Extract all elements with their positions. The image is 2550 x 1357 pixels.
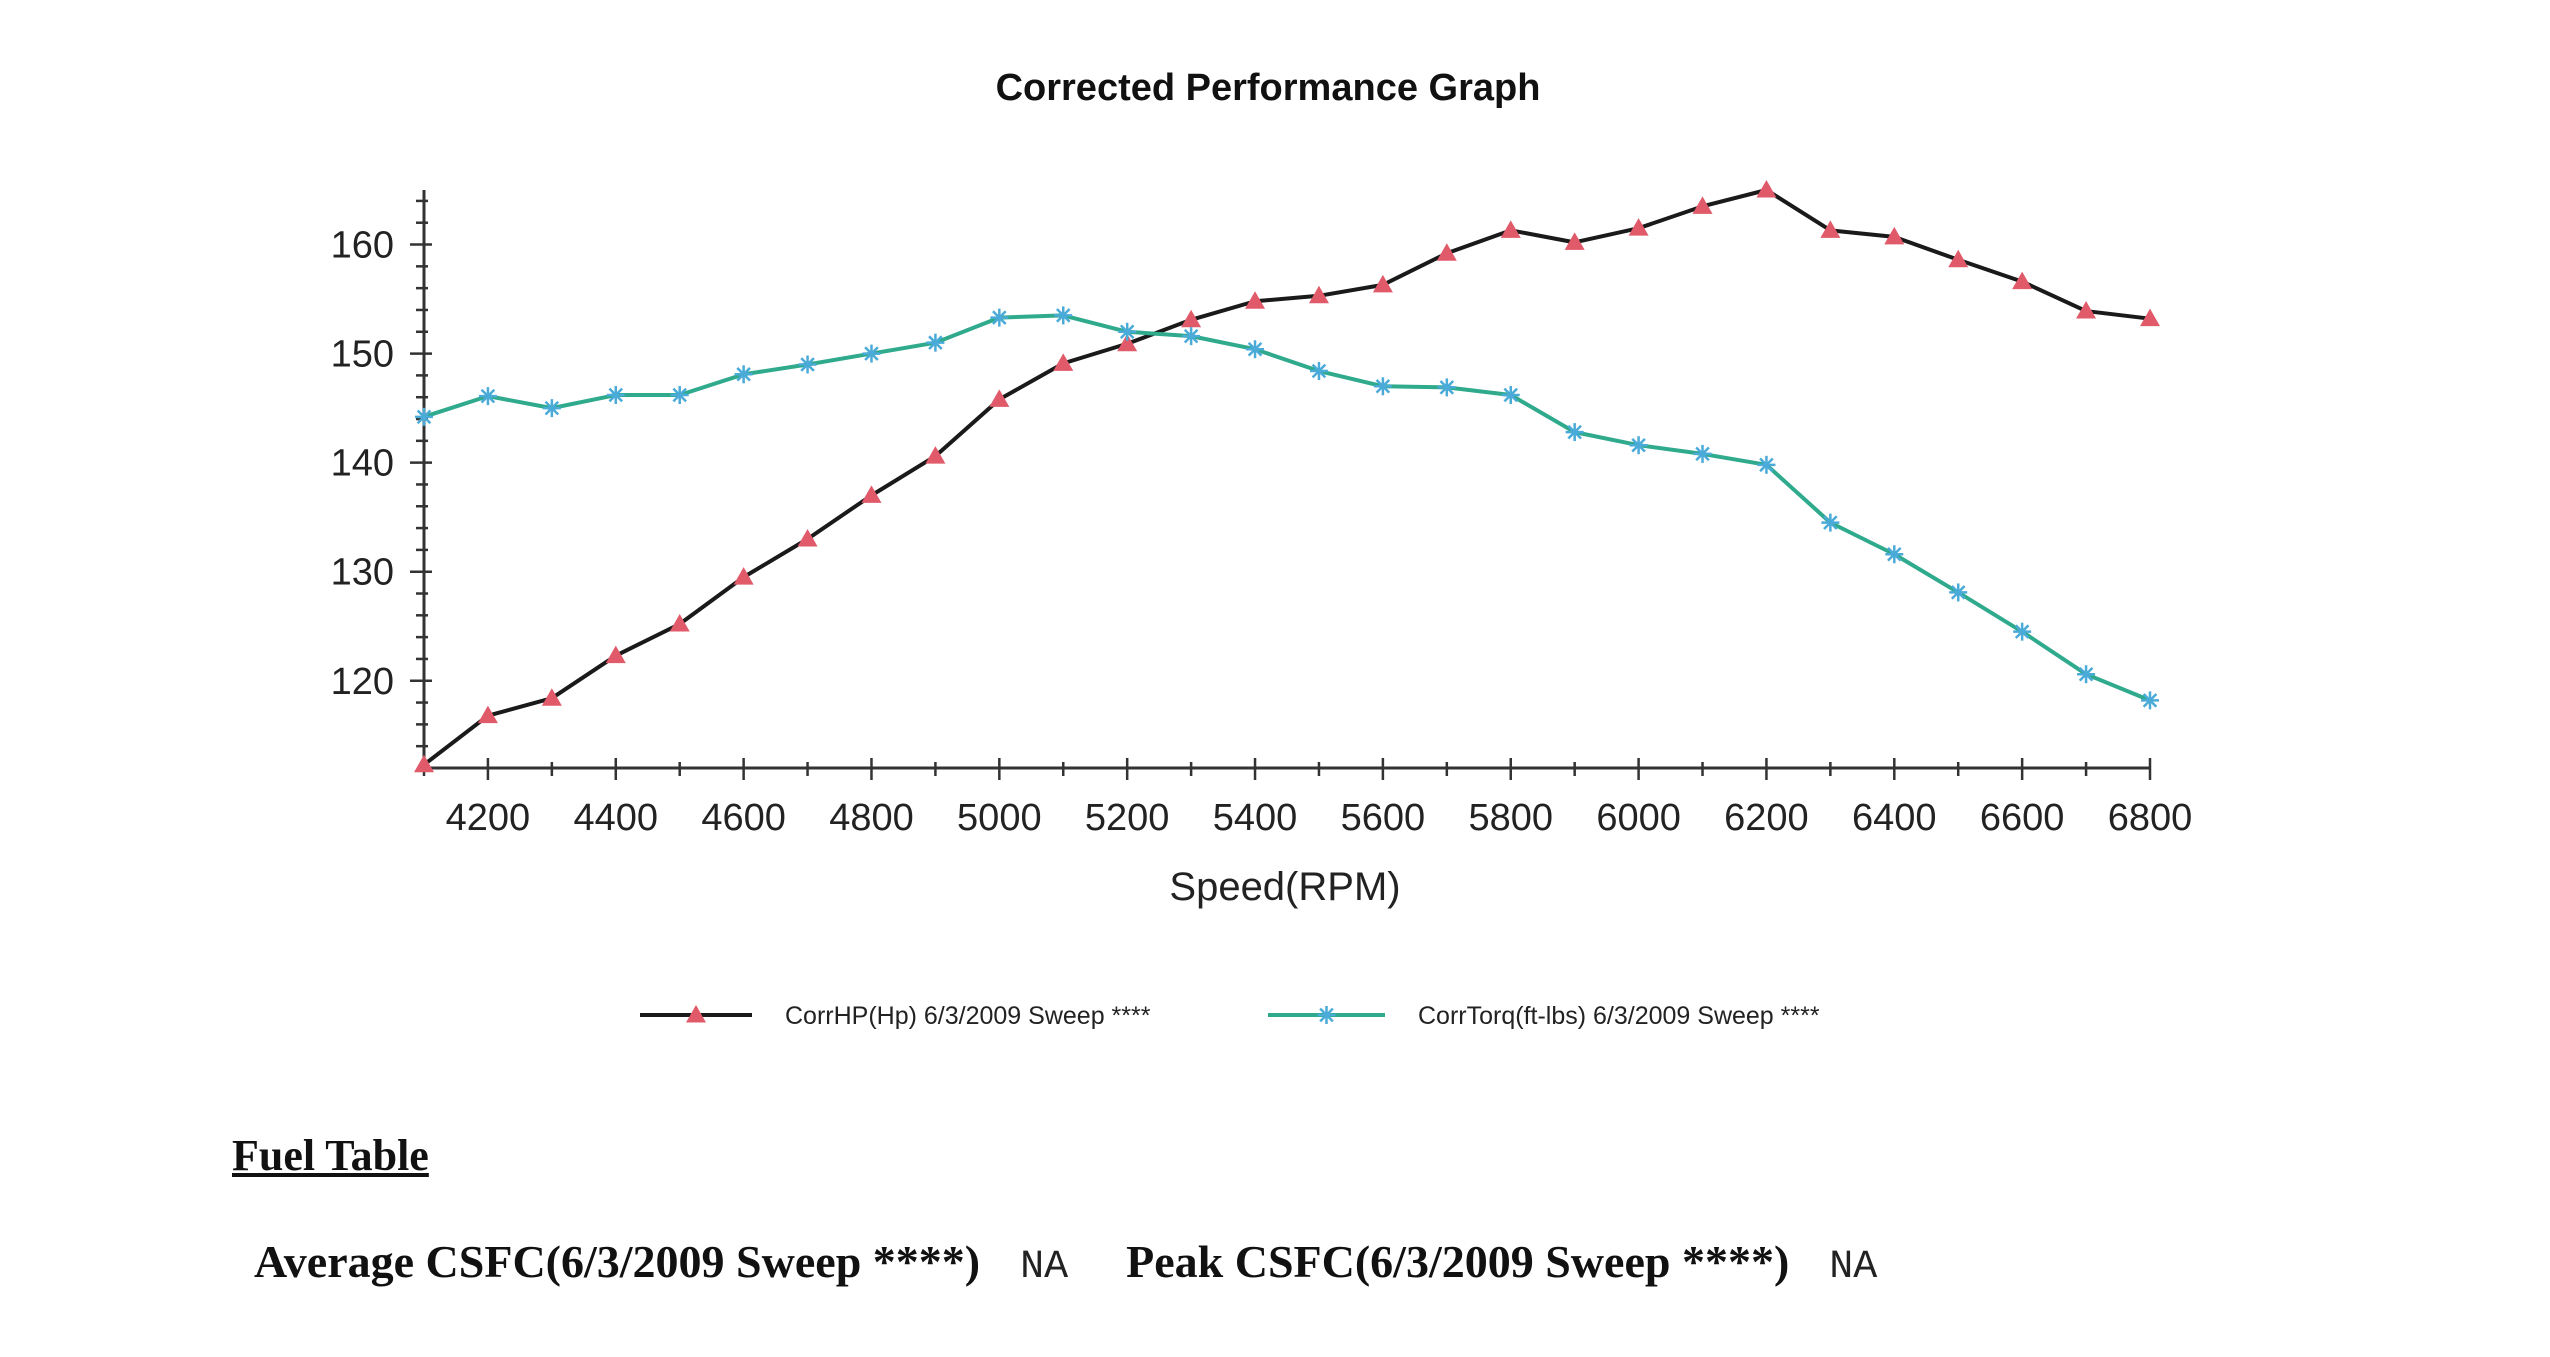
hp-series-line: [422, 188, 2151, 767]
torque-marker: [1565, 423, 1584, 442]
torque-marker: [1317, 1006, 1336, 1024]
hp-marker: [2076, 301, 2097, 319]
legend: CorrHP(Hp) 6/3/2009 Sweep **** CorrTorq(f…: [640, 1002, 1820, 1030]
average-csfc-label: Average CSFC(6/3/2009 Sweep ****): [254, 1236, 981, 1287]
hp-marker: [1181, 309, 1202, 328]
x-tick-label: 6600: [1980, 797, 2065, 839]
torque-marker: [1246, 340, 1265, 359]
torque-marker: [1118, 322, 1137, 341]
hp-marker: [1053, 353, 1074, 371]
x-tick-label: 5000: [957, 797, 1042, 839]
y-tick-label: 150: [331, 334, 394, 376]
chart-title: Corrected Performance Graph: [996, 67, 1541, 109]
hp-marker: [1500, 220, 1521, 238]
hp-marker: [861, 485, 882, 503]
hp-marker: [414, 754, 434, 773]
peak-csfc-label: Peak CSFC(6/3/2009 Sweep ****): [1126, 1236, 1790, 1287]
hp-marker: [1756, 180, 1777, 198]
torque-marker: [862, 344, 881, 363]
marker-layer: [414, 180, 2160, 773]
hp-marker: [1884, 226, 1905, 245]
x-tick-label: 4600: [701, 797, 786, 839]
axes: 120 130 140 150 160 4200 4400 4600 4800 5000 5200 5…: [331, 190, 2193, 839]
torque-marker: [1437, 378, 1456, 397]
y-tick-label: 160: [331, 225, 394, 267]
hp-marker: [797, 528, 818, 547]
torque-marker: [926, 333, 945, 352]
hp-marker: [1372, 274, 1393, 293]
torque-marker: [1309, 362, 1328, 381]
torque-marker: [1182, 327, 1201, 346]
torque-marker: [1373, 377, 1392, 396]
fuel-table-heading: Fuel Table: [232, 1131, 429, 1180]
torque-marker: [670, 386, 689, 405]
torque-marker: [990, 308, 1009, 327]
x-tick-label: 6200: [1724, 797, 1809, 839]
x-axis-label: Speed(RPM): [1169, 865, 1400, 909]
series-layer: [422, 188, 2151, 767]
torque-marker: [1501, 386, 1520, 405]
x-tick-label: 4200: [446, 797, 531, 839]
x-tick-label: 5600: [1341, 797, 1426, 839]
torque-marker: [2141, 691, 2159, 710]
x-tick-label: 6800: [2108, 797, 2193, 839]
hp-marker: [541, 688, 562, 706]
torque-series-line: [423, 313, 2151, 703]
hp-marker: [1245, 291, 1266, 309]
torque-marker: [542, 399, 561, 418]
hp-marker: [1692, 196, 1713, 214]
torque-marker: [1757, 455, 1776, 474]
fuel-table-section: Fuel Table Average CSFC(6/3/2009 Sweep *…: [232, 1130, 2132, 1290]
torque-marker: [606, 386, 625, 405]
torque-marker: [2013, 622, 2032, 641]
hp-marker: [1628, 218, 1649, 236]
y-tick-label: 130: [331, 552, 394, 594]
hp-marker: [2012, 271, 2033, 290]
hp-marker: [686, 1005, 706, 1023]
x-tick-label: 5200: [1085, 797, 1170, 839]
y-tick-label: 140: [331, 443, 394, 485]
hp-marker: [605, 645, 626, 664]
x-tick-label: 6400: [1852, 797, 1937, 839]
hp-marker: [2140, 308, 2160, 327]
hp-marker: [925, 446, 946, 464]
torque-marker: [798, 355, 817, 374]
torque-marker: [1949, 583, 1968, 602]
torque-marker: [1821, 513, 1840, 532]
fuel-table-row: Average CSFC(6/3/2009 Sweep ****) NA Pea…: [254, 1235, 1935, 1290]
x-tick-label: 4400: [574, 797, 659, 839]
hp-marker: [989, 389, 1010, 407]
torque-marker: [1885, 545, 1904, 564]
torque-marker: [1629, 436, 1648, 455]
hp-marker: [1564, 232, 1585, 250]
legend-torque-label: CorrTorq(ft-lbs) 6/3/2009 Sweep ****: [1418, 1002, 1820, 1030]
average-csfc-value: NA: [1020, 1245, 1069, 1290]
x-tick-label: 6000: [1596, 797, 1681, 839]
x-tick-label: 5400: [1213, 797, 1298, 839]
hp-marker: [1308, 285, 1329, 304]
torque-marker: [1054, 306, 1073, 325]
x-tick-label: 5800: [1468, 797, 1553, 839]
hp-marker: [1820, 220, 1841, 238]
hp-marker: [1117, 333, 1138, 352]
torque-marker: [478, 387, 497, 406]
hp-marker: [733, 567, 754, 585]
hp-marker: [669, 614, 690, 632]
torque-marker: [734, 365, 753, 384]
torque-marker: [415, 407, 433, 426]
torque-marker: [1693, 444, 1712, 463]
x-tick-label: 4800: [829, 797, 914, 839]
hp-marker: [1948, 249, 1969, 268]
y-tick-label: 120: [331, 661, 394, 703]
legend-hp-label: CorrHP(Hp) 6/3/2009 Sweep ****: [785, 1002, 1151, 1030]
hp-marker: [477, 705, 498, 724]
torque-marker: [2077, 665, 2096, 684]
peak-csfc-value: NA: [1829, 1245, 1878, 1290]
hp-marker: [1436, 243, 1457, 261]
